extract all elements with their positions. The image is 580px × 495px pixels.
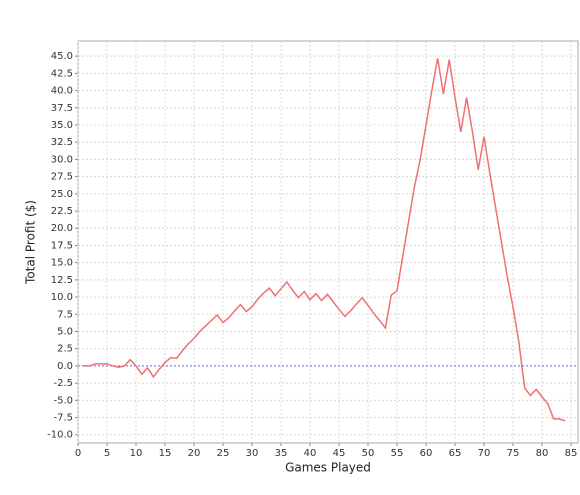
x-tick-label: 35	[275, 448, 288, 459]
x-tick-label: 20	[188, 448, 201, 459]
y-tick-label: -10.0	[47, 430, 73, 441]
y-tick-label: -2.5	[53, 378, 73, 389]
y-tick-label: 35.0	[51, 120, 73, 131]
x-tick-label: 50	[362, 448, 375, 459]
y-tick-label: 30.0	[51, 154, 73, 165]
y-tick-label: 17.5	[51, 240, 73, 251]
y-tick-label: 7.5	[57, 309, 73, 320]
data-line	[83, 58, 566, 422]
x-tick-label: 85	[565, 448, 578, 459]
x-tick-label: 80	[536, 448, 549, 459]
x-tick-label: 75	[507, 448, 520, 459]
x-axis-title: Games Played	[285, 461, 371, 475]
y-tick-label: 42.5	[51, 68, 73, 79]
x-tick-label: 0	[75, 448, 81, 459]
x-tick-label: 25	[217, 448, 230, 459]
x-tick-label: 55	[391, 448, 404, 459]
x-tick-label: 65	[449, 448, 462, 459]
x-tick-label: 45	[333, 448, 346, 459]
y-tick-label: 12.5	[51, 275, 73, 286]
x-tick-label: 40	[304, 448, 317, 459]
y-tick-label: 22.5	[51, 206, 73, 217]
y-tick-label: 27.5	[51, 172, 73, 183]
x-tick-label: 60	[420, 448, 433, 459]
x-tick-label: 10	[130, 448, 143, 459]
x-tick-label: 70	[478, 448, 491, 459]
y-tick-label: 15.0	[51, 258, 73, 269]
y-tick-label: 37.5	[51, 103, 73, 114]
y-tick-label: 2.5	[57, 344, 73, 355]
y-tick-label: 32.5	[51, 137, 73, 148]
y-axis-title: Total Profit ($)	[24, 200, 38, 285]
y-tick-label: 20.0	[51, 223, 73, 234]
y-tick-label: 45.0	[51, 51, 73, 62]
y-tick-label: 25.0	[51, 189, 73, 200]
y-tick-label: -7.5	[53, 413, 73, 424]
y-tick-label: 10.0	[51, 292, 73, 303]
x-tick-label: 5	[104, 448, 110, 459]
y-tick-label: -5.0	[53, 395, 73, 406]
x-tick-label: 15	[159, 448, 172, 459]
x-tick-label: 30	[246, 448, 259, 459]
y-tick-label: 5.0	[57, 326, 73, 337]
y-tick-label: 0.0	[57, 361, 73, 372]
y-tick-label: 40.0	[51, 86, 73, 97]
